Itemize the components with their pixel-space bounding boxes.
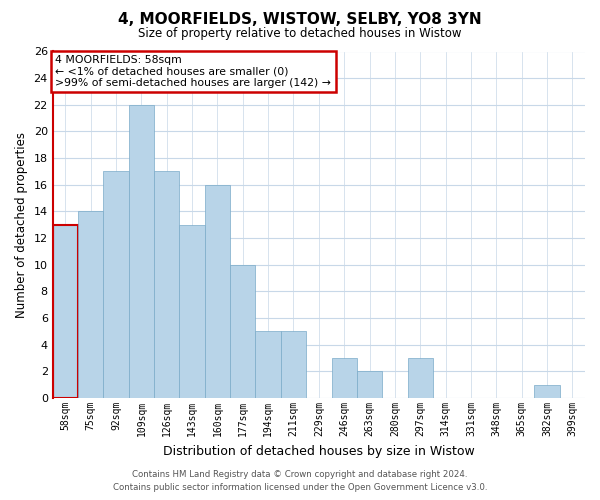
Bar xyxy=(129,105,154,398)
Bar xyxy=(230,265,256,398)
Bar xyxy=(407,358,433,398)
Y-axis label: Number of detached properties: Number of detached properties xyxy=(15,132,28,318)
Bar xyxy=(78,212,103,398)
Bar xyxy=(256,332,281,398)
Text: Contains HM Land Registry data © Crown copyright and database right 2024.
Contai: Contains HM Land Registry data © Crown c… xyxy=(113,470,487,492)
Bar xyxy=(205,185,230,398)
Bar xyxy=(53,225,78,398)
Text: Size of property relative to detached houses in Wistow: Size of property relative to detached ho… xyxy=(138,28,462,40)
X-axis label: Distribution of detached houses by size in Wistow: Distribution of detached houses by size … xyxy=(163,444,475,458)
Text: 4 MOORFIELDS: 58sqm
← <1% of detached houses are smaller (0)
>99% of semi-detach: 4 MOORFIELDS: 58sqm ← <1% of detached ho… xyxy=(55,55,331,88)
Bar xyxy=(103,172,129,398)
Bar xyxy=(535,385,560,398)
Bar xyxy=(281,332,306,398)
Bar xyxy=(332,358,357,398)
Text: 4, MOORFIELDS, WISTOW, SELBY, YO8 3YN: 4, MOORFIELDS, WISTOW, SELBY, YO8 3YN xyxy=(118,12,482,28)
Bar xyxy=(179,225,205,398)
Bar xyxy=(357,372,382,398)
Bar xyxy=(154,172,179,398)
